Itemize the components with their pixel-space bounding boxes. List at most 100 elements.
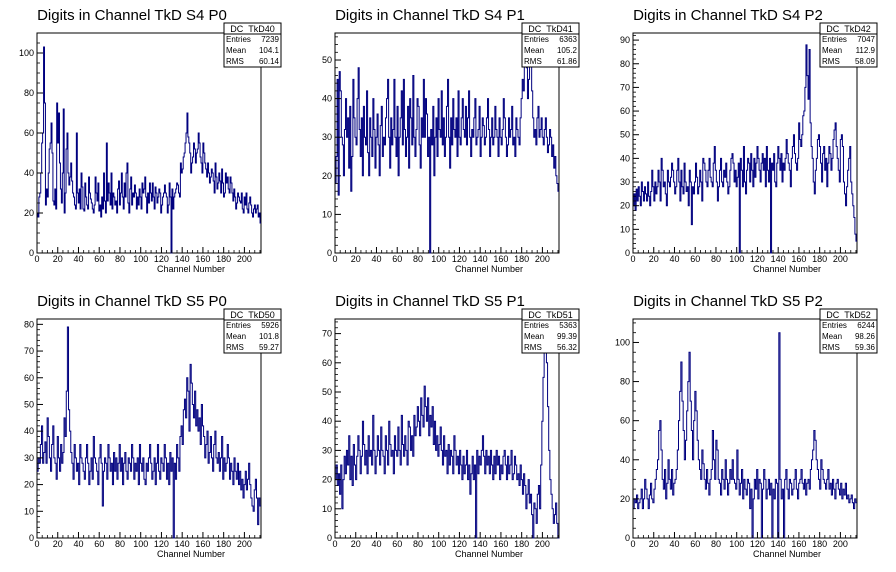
stats-box-frame bbox=[521, 308, 580, 354]
chart-title: Digits in Channel TkD S4 P2 bbox=[633, 7, 823, 24]
y-tick-label: 0 bbox=[327, 533, 332, 543]
stats-value: 7047 bbox=[857, 35, 875, 44]
x-tick-label: 20 bbox=[649, 254, 659, 264]
x-tick-label: 180 bbox=[812, 254, 827, 264]
y-tick-label: 40 bbox=[322, 416, 332, 426]
plot-frame bbox=[334, 318, 560, 539]
stats-name: DC_TkD52 bbox=[826, 310, 871, 320]
y-tick-label: 0 bbox=[625, 248, 630, 258]
x-axis-label: Channel Number bbox=[455, 264, 523, 274]
x-tick-label: 40 bbox=[669, 254, 679, 264]
chart-title: Digits in Channel TkD S4 P1 bbox=[335, 7, 525, 24]
stats-label: RMS bbox=[226, 57, 244, 66]
y-tick-label: 90 bbox=[620, 35, 630, 45]
stats-name: DC_TkD41 bbox=[528, 24, 573, 34]
x-tick-label: 120 bbox=[154, 539, 169, 549]
y-tick-label: 20 bbox=[322, 171, 332, 181]
stats-value: 105.2 bbox=[557, 46, 578, 55]
x-tick-label: 0 bbox=[34, 539, 39, 549]
stats-value: 99.39 bbox=[557, 332, 578, 341]
x-tick-label: 0 bbox=[630, 254, 635, 264]
y-tick-label: 10 bbox=[24, 506, 34, 516]
histogram-series bbox=[633, 44, 857, 254]
y-tick-label: 60 bbox=[620, 106, 630, 116]
histogram-panel-1: 0 20 40 60 80 100 120 140 160 180 200 0 20 40 60 80 100 C… bbox=[19, 7, 282, 274]
x-tick-label: 160 bbox=[791, 539, 806, 549]
stats-value: 112.9 bbox=[856, 46, 876, 55]
x-tick-label: 140 bbox=[473, 539, 488, 549]
x-tick-label: 160 bbox=[493, 539, 508, 549]
histogram-series bbox=[335, 40, 559, 254]
stats-value: 5363 bbox=[559, 321, 577, 330]
x-axis-label: Channel Number bbox=[157, 549, 225, 559]
stats-value: 6363 bbox=[559, 35, 577, 44]
y-tick-label: 80 bbox=[24, 88, 34, 98]
x-tick-label: 80 bbox=[711, 539, 721, 549]
x-tick-label: 0 bbox=[332, 539, 337, 549]
y-tick-label: 70 bbox=[322, 329, 332, 339]
x-tick-label: 200 bbox=[237, 254, 252, 264]
x-tick-label: 120 bbox=[154, 254, 169, 264]
y-tick-label: 40 bbox=[24, 426, 34, 436]
stats-value: 59.27 bbox=[259, 343, 280, 352]
x-tick-label: 100 bbox=[431, 254, 446, 264]
y-tick-label: 0 bbox=[625, 533, 630, 543]
plot-frame bbox=[36, 318, 262, 539]
y-tick-label: 0 bbox=[29, 533, 34, 543]
x-tick-label: 40 bbox=[73, 539, 83, 549]
x-tick-label: 100 bbox=[133, 254, 148, 264]
stats-value: 6244 bbox=[857, 321, 875, 330]
y-tick-label: 20 bbox=[620, 201, 630, 211]
x-tick-label: 200 bbox=[535, 539, 550, 549]
stats-name: DC_TkD51 bbox=[528, 310, 573, 320]
x-tick-label: 0 bbox=[630, 539, 635, 549]
x-tick-label: 140 bbox=[175, 539, 190, 549]
x-tick-label: 20 bbox=[53, 539, 63, 549]
histogram-panel-2: 0 20 40 60 80 100 120 140 160 180 200 0 10 20 30 40 50 Ch… bbox=[322, 7, 580, 274]
plot-frame bbox=[632, 318, 858, 539]
y-tick-label: 20 bbox=[620, 494, 630, 504]
x-tick-label: 60 bbox=[94, 254, 104, 264]
x-tick-label: 80 bbox=[413, 539, 423, 549]
x-tick-label: 160 bbox=[493, 254, 508, 264]
chart-title: Digits in Channel TkD S5 P2 bbox=[633, 293, 823, 310]
stats-value: 59.36 bbox=[855, 343, 876, 352]
stats-name: DC_TkD50 bbox=[230, 310, 275, 320]
x-tick-label: 40 bbox=[371, 539, 381, 549]
stats-value: 98.26 bbox=[855, 332, 876, 341]
plot-frame bbox=[334, 32, 560, 254]
x-tick-label: 120 bbox=[452, 254, 467, 264]
x-tick-label: 40 bbox=[669, 539, 679, 549]
y-tick-label: 60 bbox=[620, 416, 630, 426]
y-tick-label: 30 bbox=[322, 132, 332, 142]
stats-label: Entries bbox=[226, 35, 251, 44]
x-tick-label: 120 bbox=[452, 539, 467, 549]
x-tick-label: 80 bbox=[115, 539, 125, 549]
x-tick-label: 80 bbox=[413, 254, 423, 264]
y-tick-label: 0 bbox=[29, 248, 34, 258]
x-tick-label: 180 bbox=[514, 254, 529, 264]
x-tick-label: 20 bbox=[649, 539, 659, 549]
x-tick-label: 60 bbox=[94, 539, 104, 549]
stats-name: DC_TkD40 bbox=[230, 24, 275, 34]
x-tick-label: 20 bbox=[53, 254, 63, 264]
stats-label: Entries bbox=[822, 35, 847, 44]
y-tick-label: 70 bbox=[24, 346, 34, 356]
histogram-panel-5: 0 20 40 60 80 100 120 140 160 180 200 0 10 20 30 40 50 60… bbox=[322, 293, 580, 559]
stats-value: 7239 bbox=[261, 35, 279, 44]
y-tick-label: 30 bbox=[620, 177, 630, 187]
stats-box-frame bbox=[819, 308, 878, 354]
y-tick-label: 10 bbox=[620, 224, 630, 234]
x-tick-label: 40 bbox=[371, 254, 381, 264]
chart-title: Digits in Channel TkD S5 P1 bbox=[335, 293, 525, 310]
y-tick-label: 40 bbox=[322, 94, 332, 104]
x-tick-label: 180 bbox=[216, 254, 231, 264]
y-tick-label: 10 bbox=[322, 209, 332, 219]
x-tick-label: 200 bbox=[535, 254, 550, 264]
histogram-panel-3: 0 20 40 60 80 100 120 140 160 180 200 0 10 20 30 40 50 60… bbox=[620, 7, 878, 274]
